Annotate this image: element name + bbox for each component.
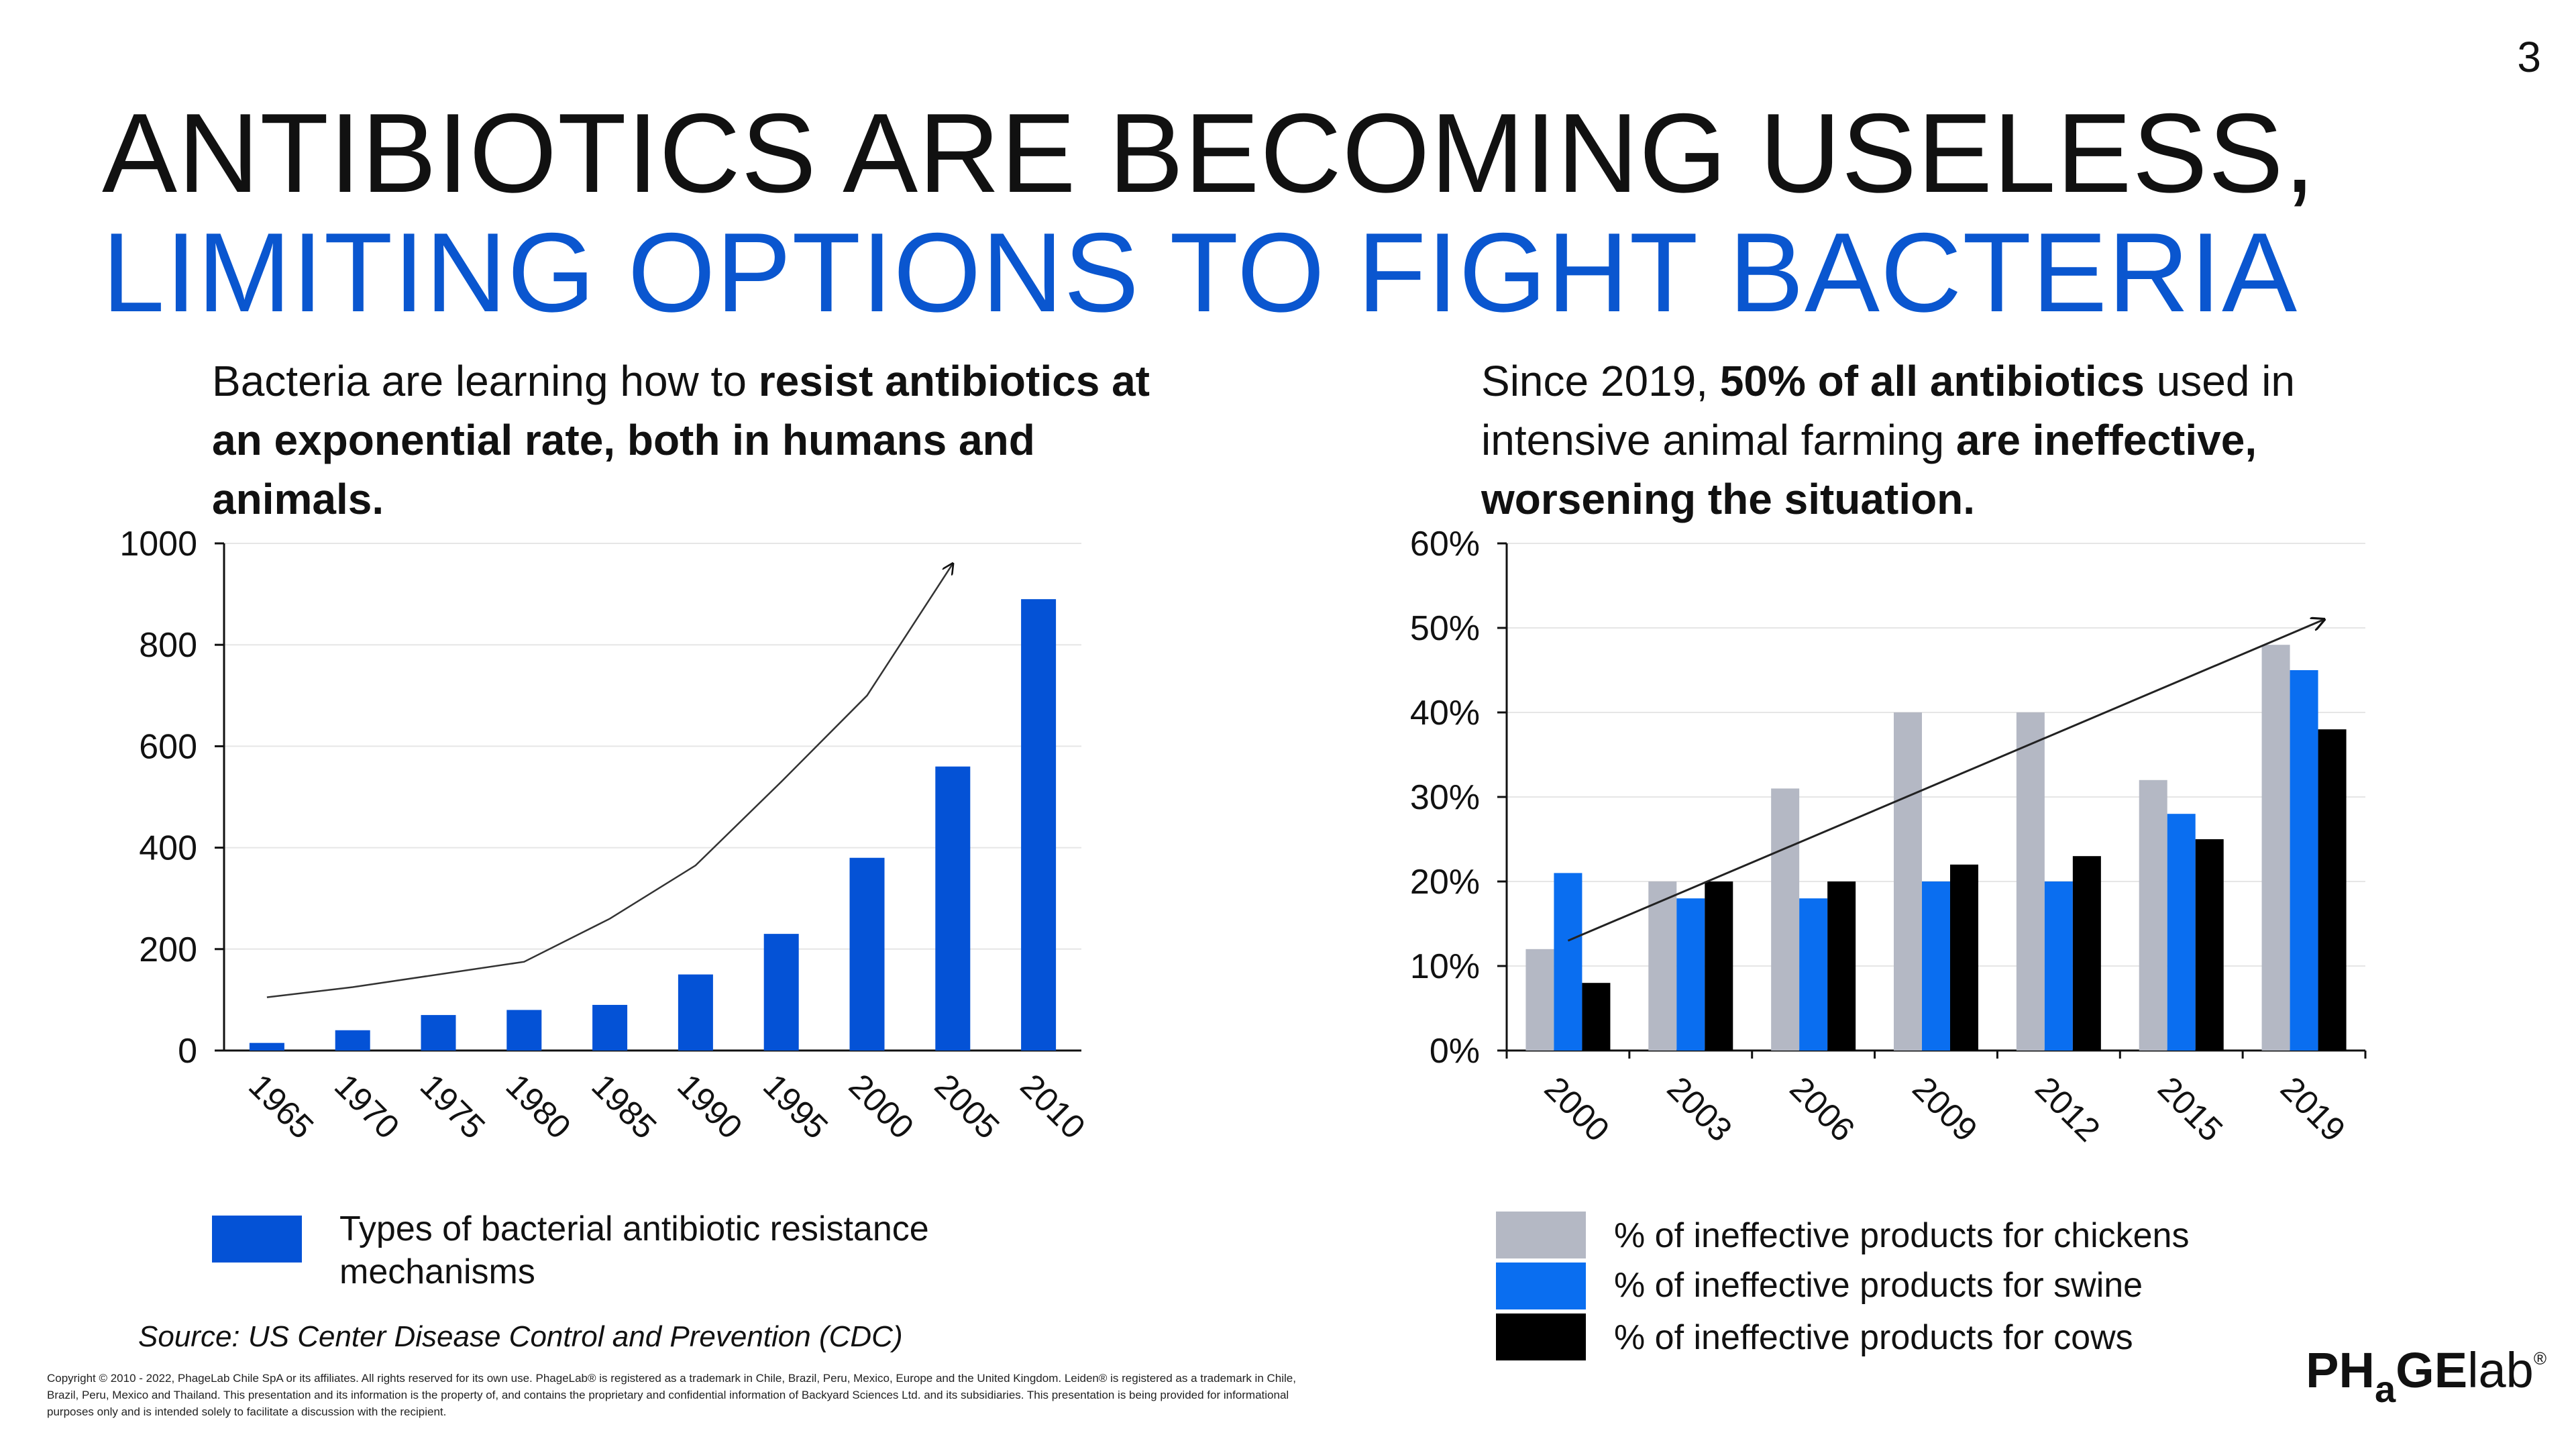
bar-chickens-2009 [1894,712,1922,1051]
bar-cows-2000 [1582,983,1611,1051]
bar-swine-2012 [2044,881,2073,1051]
logo-text-lab: lab [2467,1342,2534,1398]
bar-swine-2000 [1554,873,1582,1051]
logo-text-ge: GE [2396,1342,2468,1398]
x-tick-label: 2000 [842,1067,921,1146]
logo-registered-mark: ® [2533,1348,2546,1368]
bar-swine-2015 [2167,814,2196,1051]
bar-chickens-2019 [2261,645,2290,1051]
right-caption-plain-2: used in intensive animal farming [1481,357,2295,464]
left-caption-bold: resist antibiotics at an exponential rat… [212,357,1150,523]
y-tick-label: 50% [1410,609,1480,648]
x-tick-label: 1990 [670,1067,749,1146]
bar-1965 [249,1042,284,1051]
legend-swatch-swine [1496,1263,1586,1309]
x-tick-label: 1965 [241,1067,321,1146]
legend-label-cows: % of ineffective products for cows [1614,1318,2133,1357]
bar-1980 [506,1010,542,1051]
y-tick-label: 40% [1410,694,1480,733]
right-caption-plain-1: Since 2019, [1481,357,1720,405]
title-line-2: LIMITING OPTIONS TO FIGHT BACTERIA [102,209,2298,335]
x-tick-label: 1980 [499,1067,578,1146]
bar-swine-2019 [2290,670,2318,1051]
bar-cows-2009 [1950,864,1978,1051]
bar-1970 [335,1030,370,1051]
bar-1995 [763,934,799,1051]
legend-label-chickens: % of ineffective products for chickens [1614,1216,2190,1255]
bar-1985 [592,1004,628,1051]
legend-swatch-resistance [212,1216,302,1263]
y-tick-label: 60% [1410,525,1480,564]
y-tick-label: 1000 [119,525,197,564]
left-caption-plain: Bacteria are learning how to [212,357,759,405]
bar-2010 [1021,599,1057,1051]
bar-swine-2003 [1676,898,1705,1051]
right-caption-bold-2: are ineffective, worsening the situation… [1481,416,2257,523]
legend-swatch-chickens [1496,1212,1586,1258]
bar-chickens-2000 [1525,949,1554,1051]
bar-cows-2003 [1705,881,1733,1051]
title-line-1: ANTIBIOTICS ARE BECOMING USELESS, [102,90,2316,216]
bar-1990 [678,974,713,1051]
trend-line [266,564,953,998]
x-tick-label: 2003 [1660,1069,1739,1148]
page-number: 3 [2517,33,2541,81]
y-tick-label: 400 [139,829,197,868]
logo-text-ph: PH [2306,1342,2375,1398]
ineffective-antibiotics-bar-chart: 0% 10% 20% 30% 40% 50% 60% 2000 2003 2006 2009 2012… [1410,525,2367,1148]
bar-2000 [849,857,885,1051]
phagelab-logo: PHaGElab® [2306,1342,2546,1410]
bar-1975 [421,1015,456,1051]
bar-chickens-2015 [2139,780,2167,1051]
bar-chickens-2003 [1648,881,1677,1051]
bar-cows-2019 [2318,729,2347,1051]
x-tick-label: 1985 [584,1067,663,1146]
x-tick-label: 2012 [2028,1069,2107,1148]
x-tick-label: 1975 [413,1067,492,1146]
trend-arrow [1567,619,2324,942]
x-tick-label: 2000 [1538,1069,1617,1148]
legend-label-resistance: Types of bacterial antibiotic resistance… [339,1210,929,1291]
x-tick-label: 2015 [2151,1069,2230,1148]
bar-cows-2006 [1827,881,1856,1051]
y-tick-label: 800 [139,626,197,665]
y-tick-label: 0 [178,1032,197,1071]
bar-swine-2006 [1799,898,1828,1051]
x-tick-label: 2019 [2273,1069,2353,1148]
bar-chickens-2006 [1771,788,1800,1051]
bar-swine-2009 [1922,881,1950,1051]
left-chart-caption: Bacteria are learning how to resist anti… [212,352,1151,529]
x-tick-label: 1995 [756,1067,835,1146]
copyright-notice: Copyright © 2010 - 2022, PhageLab Chile … [47,1372,1296,1418]
bar-cows-2012 [2072,856,2101,1051]
legend-label-swine: % of ineffective products for swine [1614,1266,2143,1305]
y-tick-label: 20% [1410,863,1480,902]
y-tick-label: 10% [1410,947,1480,986]
y-tick-label: 0% [1430,1032,1480,1071]
x-tick-label: 2010 [1013,1067,1092,1146]
x-tick-label: 2005 [928,1067,1007,1146]
right-chart-caption: Since 2019, 50% of all antibiotics used … [1481,352,2420,529]
x-tick-label: 2006 [1782,1069,1862,1148]
bar-chickens-2012 [2016,712,2045,1051]
logo-text-a: a [2374,1368,2396,1410]
y-tick-label: 600 [139,727,197,766]
legend-swatch-cows [1496,1313,1586,1360]
bar-cows-2015 [2195,839,2224,1051]
x-tick-label: 1970 [327,1067,407,1146]
y-tick-label: 30% [1410,778,1480,817]
y-tick-label: 200 [139,930,197,969]
x-tick-label: 2009 [1905,1069,1984,1148]
source-note: Source: US Center Disease Control and Pr… [138,1320,903,1353]
right-caption-bold-1: 50% of all antibiotics [1719,357,2145,405]
bar-2005 [935,766,971,1051]
